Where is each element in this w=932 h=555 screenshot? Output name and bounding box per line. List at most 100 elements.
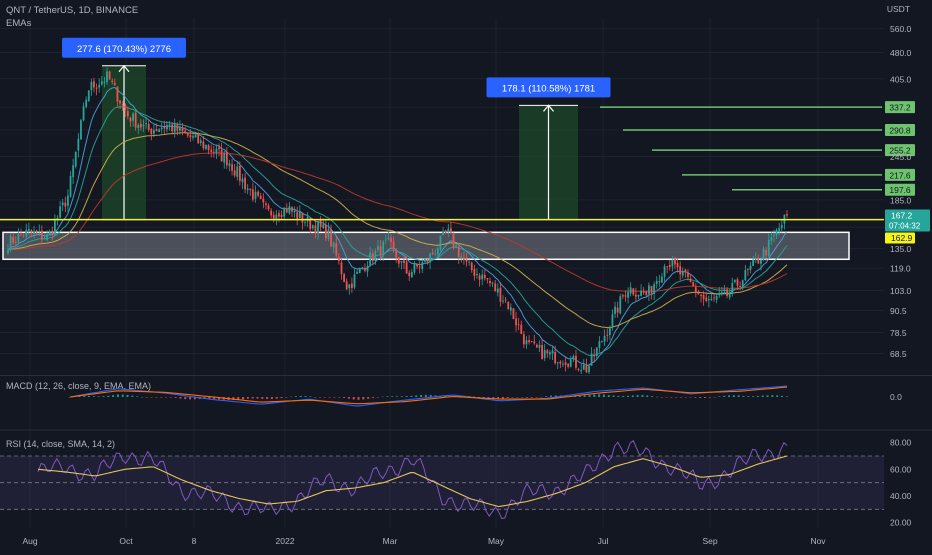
x-tick-label: 2022 (276, 536, 295, 546)
x-tick-label: Nov (810, 536, 826, 546)
candle-body (747, 269, 749, 270)
macd-histogram-bar (420, 394, 423, 397)
candle-body (593, 354, 596, 357)
candle-body (293, 210, 296, 213)
candle-body (760, 259, 762, 264)
candle-body (35, 230, 38, 233)
rsi-tick-label: 40.00 (890, 491, 912, 501)
macd-histogram-bar (670, 397, 673, 398)
candle-body (702, 295, 705, 300)
candle-body (129, 117, 132, 122)
candle-body (486, 278, 489, 280)
macd-histogram-bar (193, 397, 196, 400)
candle-body (676, 263, 679, 268)
ema-slow-line (7, 132, 788, 329)
candle-body (629, 287, 632, 294)
candle-body (335, 243, 338, 256)
rsi-ma-line (37, 455, 788, 508)
price-tick-label: 405.0 (890, 74, 912, 84)
rsi-tick-label: 20.00 (890, 518, 912, 528)
macd-histogram-bar (405, 396, 408, 397)
symbol-title[interactable]: QNT / TetherUS, 1D, BINANCE (6, 5, 139, 16)
candle-body (580, 370, 583, 372)
candle-body (653, 284, 656, 294)
macd-histogram-bar (732, 395, 735, 397)
candle-body (189, 135, 192, 138)
measure-tools[interactable]: 277.6 (170.43%) 2776 178.1 (110.58%) 1781 (62, 37, 611, 221)
candle-body (87, 90, 90, 102)
macd-histogram-bar (68, 397, 71, 398)
candle-body (478, 275, 481, 280)
candle-body (43, 238, 46, 240)
candle-body (582, 364, 585, 370)
macd-histogram-bar (160, 397, 163, 398)
macd-histogram-bar (497, 397, 500, 400)
candle-body (512, 308, 515, 319)
support-zone-box[interactable] (2, 231, 850, 261)
candle-body (77, 138, 80, 151)
candle-body (171, 124, 174, 132)
target-price-label: 255.2 (889, 146, 911, 156)
macd-histogram-bar (785, 396, 788, 397)
candle-body (590, 353, 593, 366)
chart-legend[interactable]: QNT / TetherUS, 1D, BINANCE EMAs (6, 4, 138, 30)
candle-body (369, 252, 372, 266)
macd-histogram-bar (530, 397, 533, 398)
macd-histogram-bar (217, 397, 220, 400)
macd-histogram-bar (386, 396, 389, 397)
grid (0, 18, 932, 528)
macd-histogram-bar (501, 397, 504, 399)
candle-body (309, 218, 312, 230)
macd-histogram-bar (516, 397, 519, 398)
macd-histogram-bar (328, 397, 331, 398)
candle-body (668, 265, 671, 267)
candle-body (726, 289, 728, 296)
price-tick-label: 90.5 (890, 306, 907, 316)
price-tick-label: 78.5 (890, 328, 907, 338)
measure-label-1: 277.6 (170.43%) 2776 (77, 44, 171, 55)
macd-histogram-bar (83, 395, 86, 397)
macd-histogram-bar (703, 397, 706, 398)
rsi-title: RSI (14, close, SMA, 14, 2) (6, 439, 115, 449)
candle-body (705, 297, 708, 302)
candle-body (20, 234, 22, 236)
candle-body (166, 124, 168, 130)
x-tick-label: Jul (598, 536, 609, 546)
measure-arrowhead-icon (543, 104, 554, 112)
macd-histogram-bar (699, 397, 702, 398)
candle-body (14, 241, 17, 243)
candle-body (296, 212, 299, 219)
macd-histogram-bar (280, 397, 283, 399)
candle-body (713, 297, 715, 299)
macd-histogram-bar (309, 396, 312, 397)
support-zone (2, 231, 850, 261)
candle-body (551, 350, 554, 354)
candle-body (780, 224, 783, 229)
indicator-label[interactable]: EMAs (6, 18, 32, 29)
candle-body (588, 366, 590, 373)
candle-body (569, 359, 572, 367)
macd-histogram-bar (314, 397, 317, 398)
candle-body (786, 214, 788, 216)
macd-histogram-bar (121, 394, 124, 397)
macd-histogram-bar (174, 397, 177, 398)
macd-histogram-bar (655, 396, 658, 398)
candle-body (98, 84, 101, 88)
candle-body (601, 341, 603, 343)
levels[interactable]: 337.2 290.8 255.2 217.6 197.6 (0, 101, 915, 221)
candle-body (392, 241, 395, 249)
candle-body (546, 350, 549, 354)
candle-body (538, 344, 541, 348)
candle-body (351, 283, 353, 288)
last-price-tag (885, 209, 930, 232)
macd-histogram-bar (92, 396, 95, 397)
candle-body (450, 228, 452, 233)
candle-body (621, 295, 624, 297)
macd-histogram-bar (242, 397, 245, 400)
candle-body (356, 271, 359, 274)
price-tick-label: 245.0 (890, 152, 912, 162)
candle-body (577, 369, 580, 370)
candle-body (408, 272, 411, 277)
